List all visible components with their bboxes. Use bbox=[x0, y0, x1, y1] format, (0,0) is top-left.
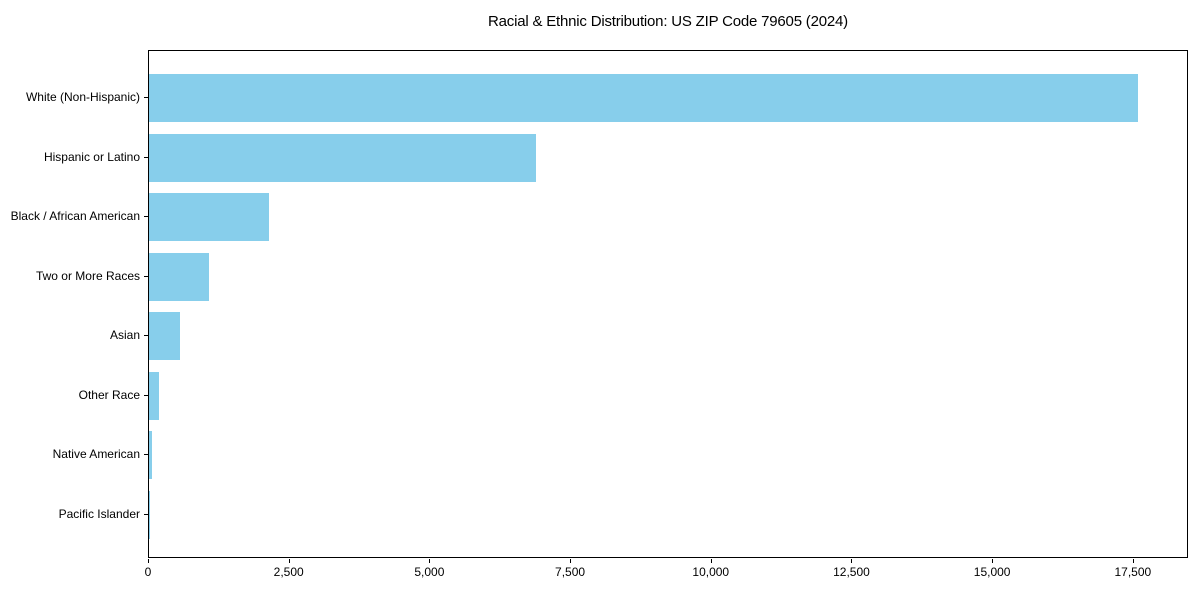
x-tick-label: 7,500 bbox=[555, 565, 586, 579]
x-tick-mark bbox=[288, 559, 290, 563]
x-tick-mark bbox=[710, 559, 712, 563]
y-tick-mark bbox=[144, 513, 148, 515]
x-tick-mark bbox=[1132, 559, 1134, 563]
x-tick-label: 10,000 bbox=[692, 565, 730, 579]
y-tick-label: Two or More Races bbox=[35, 268, 140, 283]
y-tick-label: Native American bbox=[52, 447, 140, 461]
x-tick-label: 15,000 bbox=[973, 565, 1011, 579]
x-tick-mark bbox=[570, 559, 572, 563]
bar bbox=[149, 431, 152, 479]
plot-area bbox=[148, 50, 1188, 558]
x-tick-label: 5,000 bbox=[414, 565, 445, 579]
y-tick-mark bbox=[144, 156, 148, 158]
y-tick-label: Other Race bbox=[78, 387, 140, 402]
y-tick-label: Hispanic or Latino bbox=[43, 149, 140, 164]
y-tick-label: Black / African American bbox=[10, 209, 140, 223]
bar bbox=[149, 74, 1138, 122]
bar bbox=[149, 193, 270, 241]
x-tick-mark bbox=[429, 559, 431, 563]
y-tick-label: Asian bbox=[109, 328, 140, 342]
bar bbox=[149, 312, 180, 360]
bar bbox=[149, 490, 150, 539]
y-tick-mark bbox=[144, 335, 148, 336]
chart-title: Racial & Ethnic Distribution: US ZIP Cod… bbox=[488, 13, 848, 30]
x-tick-label: 2,500 bbox=[273, 565, 304, 579]
y-tick-mark bbox=[144, 454, 148, 455]
bar bbox=[149, 371, 159, 420]
bar bbox=[149, 252, 210, 301]
y-tick-mark bbox=[144, 97, 148, 98]
y-tick-label: Pacific Islander bbox=[58, 506, 140, 521]
bar bbox=[149, 133, 537, 182]
y-tick-mark bbox=[144, 275, 148, 277]
x-tick-label: 0 bbox=[144, 565, 152, 579]
y-tick-label: White (Non-Hispanic) bbox=[25, 90, 140, 104]
x-tick-label: 12,500 bbox=[833, 565, 870, 579]
x-tick-mark bbox=[148, 559, 149, 563]
x-tick-mark bbox=[992, 559, 994, 563]
x-tick-label: 17,500 bbox=[1114, 565, 1152, 579]
y-tick-mark bbox=[144, 394, 148, 396]
x-tick-mark bbox=[851, 559, 853, 563]
y-tick-mark bbox=[144, 216, 148, 217]
